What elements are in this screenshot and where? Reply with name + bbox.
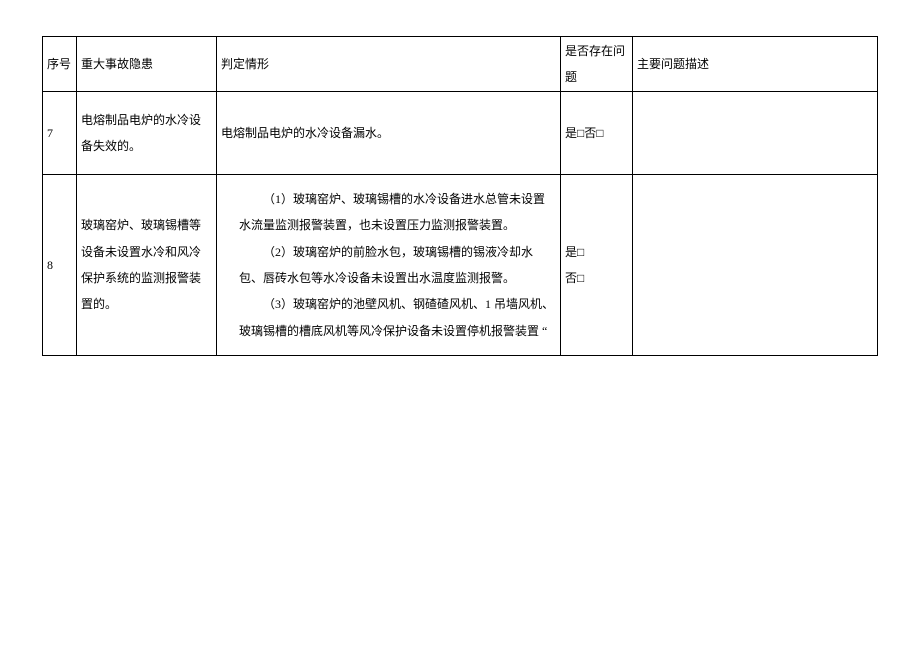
exist-no: 否□	[565, 265, 628, 291]
cond-para-3: （3）玻璃窑炉的池壁风机、钢碴碴风机、1 吊墙风机、玻璃锡槽的槽底风机等风冷保护…	[239, 291, 556, 344]
cond-para-2: （2）玻璃窑炉的前脸水包，玻璃锡槽的锡液冷却水包、唇砖水包等水冷设备未设置出水温…	[239, 239, 556, 292]
table-body: 7 电熔制品电炉的水冷设备失效的。 电熔制品电炉的水冷设备漏水。 是□否□ 8 …	[43, 92, 878, 356]
col-header-exist: 是否存在问题	[561, 37, 633, 92]
cell-desc	[633, 92, 878, 175]
table-row: 7 电熔制品电炉的水冷设备失效的。 电熔制品电炉的水冷设备漏水。 是□否□	[43, 92, 878, 175]
page: 序号 重大事故隐患 判定情形 是否存在问题 主要问题描述 7 电熔制品电炉的水冷…	[0, 0, 920, 651]
cond-para-1: （1）玻璃窑炉、玻璃锡槽的水冷设备进水总管未设置水流量监测报警装置，也未设置压力…	[239, 186, 556, 239]
exist-yes: 是□	[565, 239, 628, 265]
hazard-table: 序号 重大事故隐患 判定情形 是否存在问题 主要问题描述 7 电熔制品电炉的水冷…	[42, 36, 878, 356]
table-row: 8 玻璃窑炉、玻璃锡槽等设备未设置水冷和风冷保护系统的监测报警装置的。 （1）玻…	[43, 175, 878, 356]
cell-hazard: 玻璃窑炉、玻璃锡槽等设备未设置水冷和风冷保护系统的监测报警装置的。	[77, 175, 217, 356]
cell-seq: 7	[43, 92, 77, 175]
col-header-seq: 序号	[43, 37, 77, 92]
cell-cond: （1）玻璃窑炉、玻璃锡槽的水冷设备进水总管未设置水流量监测报警装置，也未设置压力…	[217, 175, 561, 356]
cell-hazard: 电熔制品电炉的水冷设备失效的。	[77, 92, 217, 175]
cell-exist: 是□ 否□	[561, 175, 633, 356]
table-header: 序号 重大事故隐患 判定情形 是否存在问题 主要问题描述	[43, 37, 878, 92]
cell-desc	[633, 175, 878, 356]
col-header-cond: 判定情形	[217, 37, 561, 92]
table-header-row: 序号 重大事故隐患 判定情形 是否存在问题 主要问题描述	[43, 37, 878, 92]
col-header-hazard: 重大事故隐患	[77, 37, 217, 92]
cell-exist: 是□否□	[561, 92, 633, 175]
cell-seq: 8	[43, 175, 77, 356]
col-header-desc: 主要问题描述	[633, 37, 878, 92]
cell-cond: 电熔制品电炉的水冷设备漏水。	[217, 92, 561, 175]
